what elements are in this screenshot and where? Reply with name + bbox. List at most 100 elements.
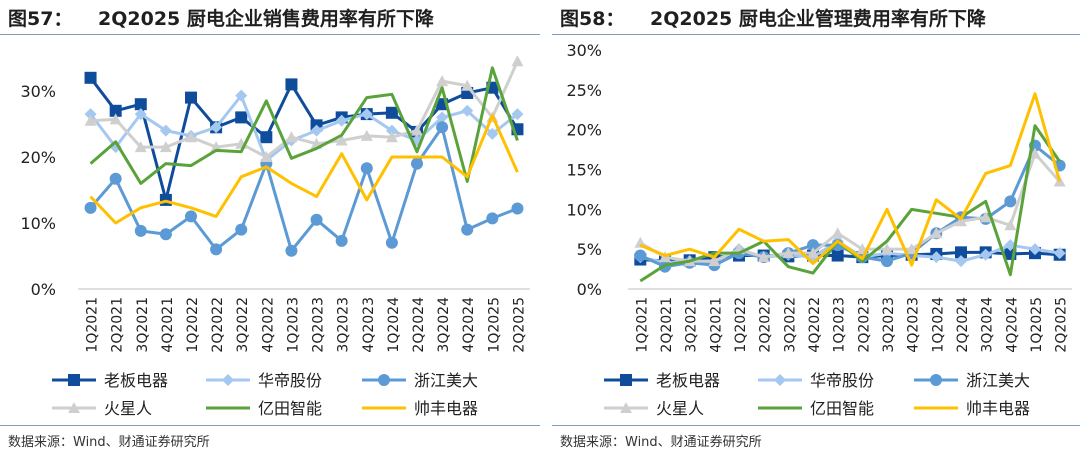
y-tick-label: 5%: [577, 240, 602, 259]
series-line-6: [639, 92, 1062, 267]
series-line-4: [639, 152, 1061, 263]
point-s2-16: [1029, 243, 1041, 256]
sales-expense-ratio-chart: 0% 10% 20% 30% 1Q2021 2Q2021 3Q2021 4Q2021 1Q202…: [20, 55, 530, 418]
legend-item: 火星人: [52, 399, 152, 418]
title-divider: [552, 34, 1080, 35]
x-tick-label: 1Q2023: [832, 297, 848, 353]
legend-item: 老板电器: [52, 371, 168, 390]
point-s3-4: [185, 210, 197, 223]
point-s4-16: [1029, 147, 1041, 159]
y-tick-label: 30%: [566, 41, 602, 60]
legend-label: 华帝股份: [258, 371, 322, 390]
point-s3-2: [134, 224, 147, 237]
point-s3-8: [285, 244, 298, 257]
figure-label: 图57：: [8, 8, 73, 30]
point-s4-3: [708, 255, 721, 267]
point-s4-4: [185, 131, 197, 143]
point-s4-5: [757, 251, 770, 263]
x-tick-label: 2Q2024: [955, 297, 971, 353]
point-s4-15: [461, 79, 474, 91]
x-tick-label: 4Q2022: [807, 297, 823, 353]
point-s3-17: [511, 202, 524, 215]
x-tick-label: 1Q2022: [185, 297, 201, 353]
figure-title: 图58： 2Q2025 厨电企业管理费用率有所下降: [560, 6, 986, 32]
point-s1-15: [1004, 247, 1017, 260]
legend-item: 火星人: [604, 399, 704, 418]
x-tick-label: 2Q2025: [511, 297, 527, 353]
point-s2-3: [159, 124, 172, 137]
point-s2-17: [511, 108, 524, 121]
y-tick-label: 10%: [20, 214, 56, 233]
series-6: [639, 92, 1062, 267]
x-tick-label: 2Q2021: [659, 297, 675, 353]
point-s4-12: [930, 227, 943, 239]
y-tick-label: 15%: [566, 161, 602, 180]
legend-label: 亿田智能: [258, 399, 322, 418]
point-s2-0: [84, 108, 97, 121]
legend-item: 帅丰电器: [914, 399, 1030, 418]
point-s4-10: [881, 243, 893, 255]
figure-title-text: 2Q2025 厨电企业管理费用率有所下降: [650, 8, 986, 30]
x-tick-label: 4Q2023: [361, 297, 377, 353]
x-tick-label: 1Q2024: [386, 297, 402, 353]
x-tick-label: 4Q2022: [260, 297, 276, 353]
legend-item: 亿田智能: [206, 399, 322, 418]
point-s4-14: [979, 211, 992, 223]
point-s3-10: [881, 255, 893, 268]
point-s2-15: [461, 104, 474, 117]
legend-label: 老板电器: [104, 371, 168, 390]
point-s2-11: [360, 108, 373, 121]
legend-item: 浙江美大: [362, 371, 478, 390]
point-s3-15: [461, 223, 474, 236]
legend-label: 火星人: [656, 399, 704, 418]
series-4: [634, 147, 1066, 267]
series-line-1: [89, 76, 519, 202]
point-s4-17: [511, 55, 524, 67]
point-s1-8: [831, 249, 844, 262]
source-divider: [552, 425, 1080, 426]
point-s3-3: [159, 228, 172, 241]
point-s3-15: [1004, 195, 1017, 208]
series-2: [84, 89, 524, 167]
x-tick-label: 4Q2024: [461, 297, 477, 353]
point-s2-6: [235, 89, 248, 102]
legend-label: 帅丰电器: [966, 399, 1030, 418]
point-s2-12: [385, 124, 398, 137]
series-line-5: [89, 66, 519, 185]
point-s1-1: [109, 104, 122, 117]
legend-item: 帅丰电器: [362, 399, 478, 418]
x-tick-label: 3Q2024: [436, 297, 452, 353]
series-6: [89, 113, 519, 225]
point-s4-10: [335, 134, 348, 146]
x-tick-label: 2Q2024: [411, 297, 427, 353]
figure-label: 图58：: [560, 8, 625, 30]
point-s1-0: [84, 71, 97, 84]
series-line-6: [89, 113, 519, 225]
figure-title-text: 2Q2025 厨电企业销售费用率有所下降: [98, 8, 434, 30]
point-s3-0: [634, 249, 647, 262]
title-divider: [0, 34, 540, 35]
x-tick-label: 1Q2022: [733, 297, 749, 353]
point-s4-13: [955, 215, 967, 227]
point-s2-2: [134, 108, 147, 121]
point-s1-4: [185, 91, 197, 104]
legend-label: 老板电器: [656, 371, 720, 390]
x-tick-label: 1Q2025: [1029, 297, 1045, 353]
x-tick-label: 2Q2023: [856, 297, 872, 353]
point-s4-6: [782, 247, 795, 259]
x-tick-label: 2Q2022: [210, 297, 226, 353]
point-s2-14: [436, 111, 449, 124]
x-tick-label: 2Q2023: [311, 297, 327, 353]
point-s3-6: [235, 223, 248, 236]
point-legend-3: [68, 402, 80, 413]
x-tick-label: 3Q2022: [235, 297, 251, 353]
y-tick-label: 20%: [20, 148, 56, 167]
legend-item: 华帝股份: [206, 371, 322, 390]
point-s4-11: [905, 243, 918, 255]
point-s4-13: [411, 124, 423, 136]
point-s3-5: [210, 243, 223, 256]
point-s4-14: [436, 75, 449, 87]
point-s4-8: [285, 131, 298, 143]
figure-57: 图57： 2Q2025 厨电企业销售费用率有所下降 0% 10% 20% 30% 1Q20…: [0, 8, 540, 450]
legend-label: 浙江美大: [966, 371, 1030, 390]
